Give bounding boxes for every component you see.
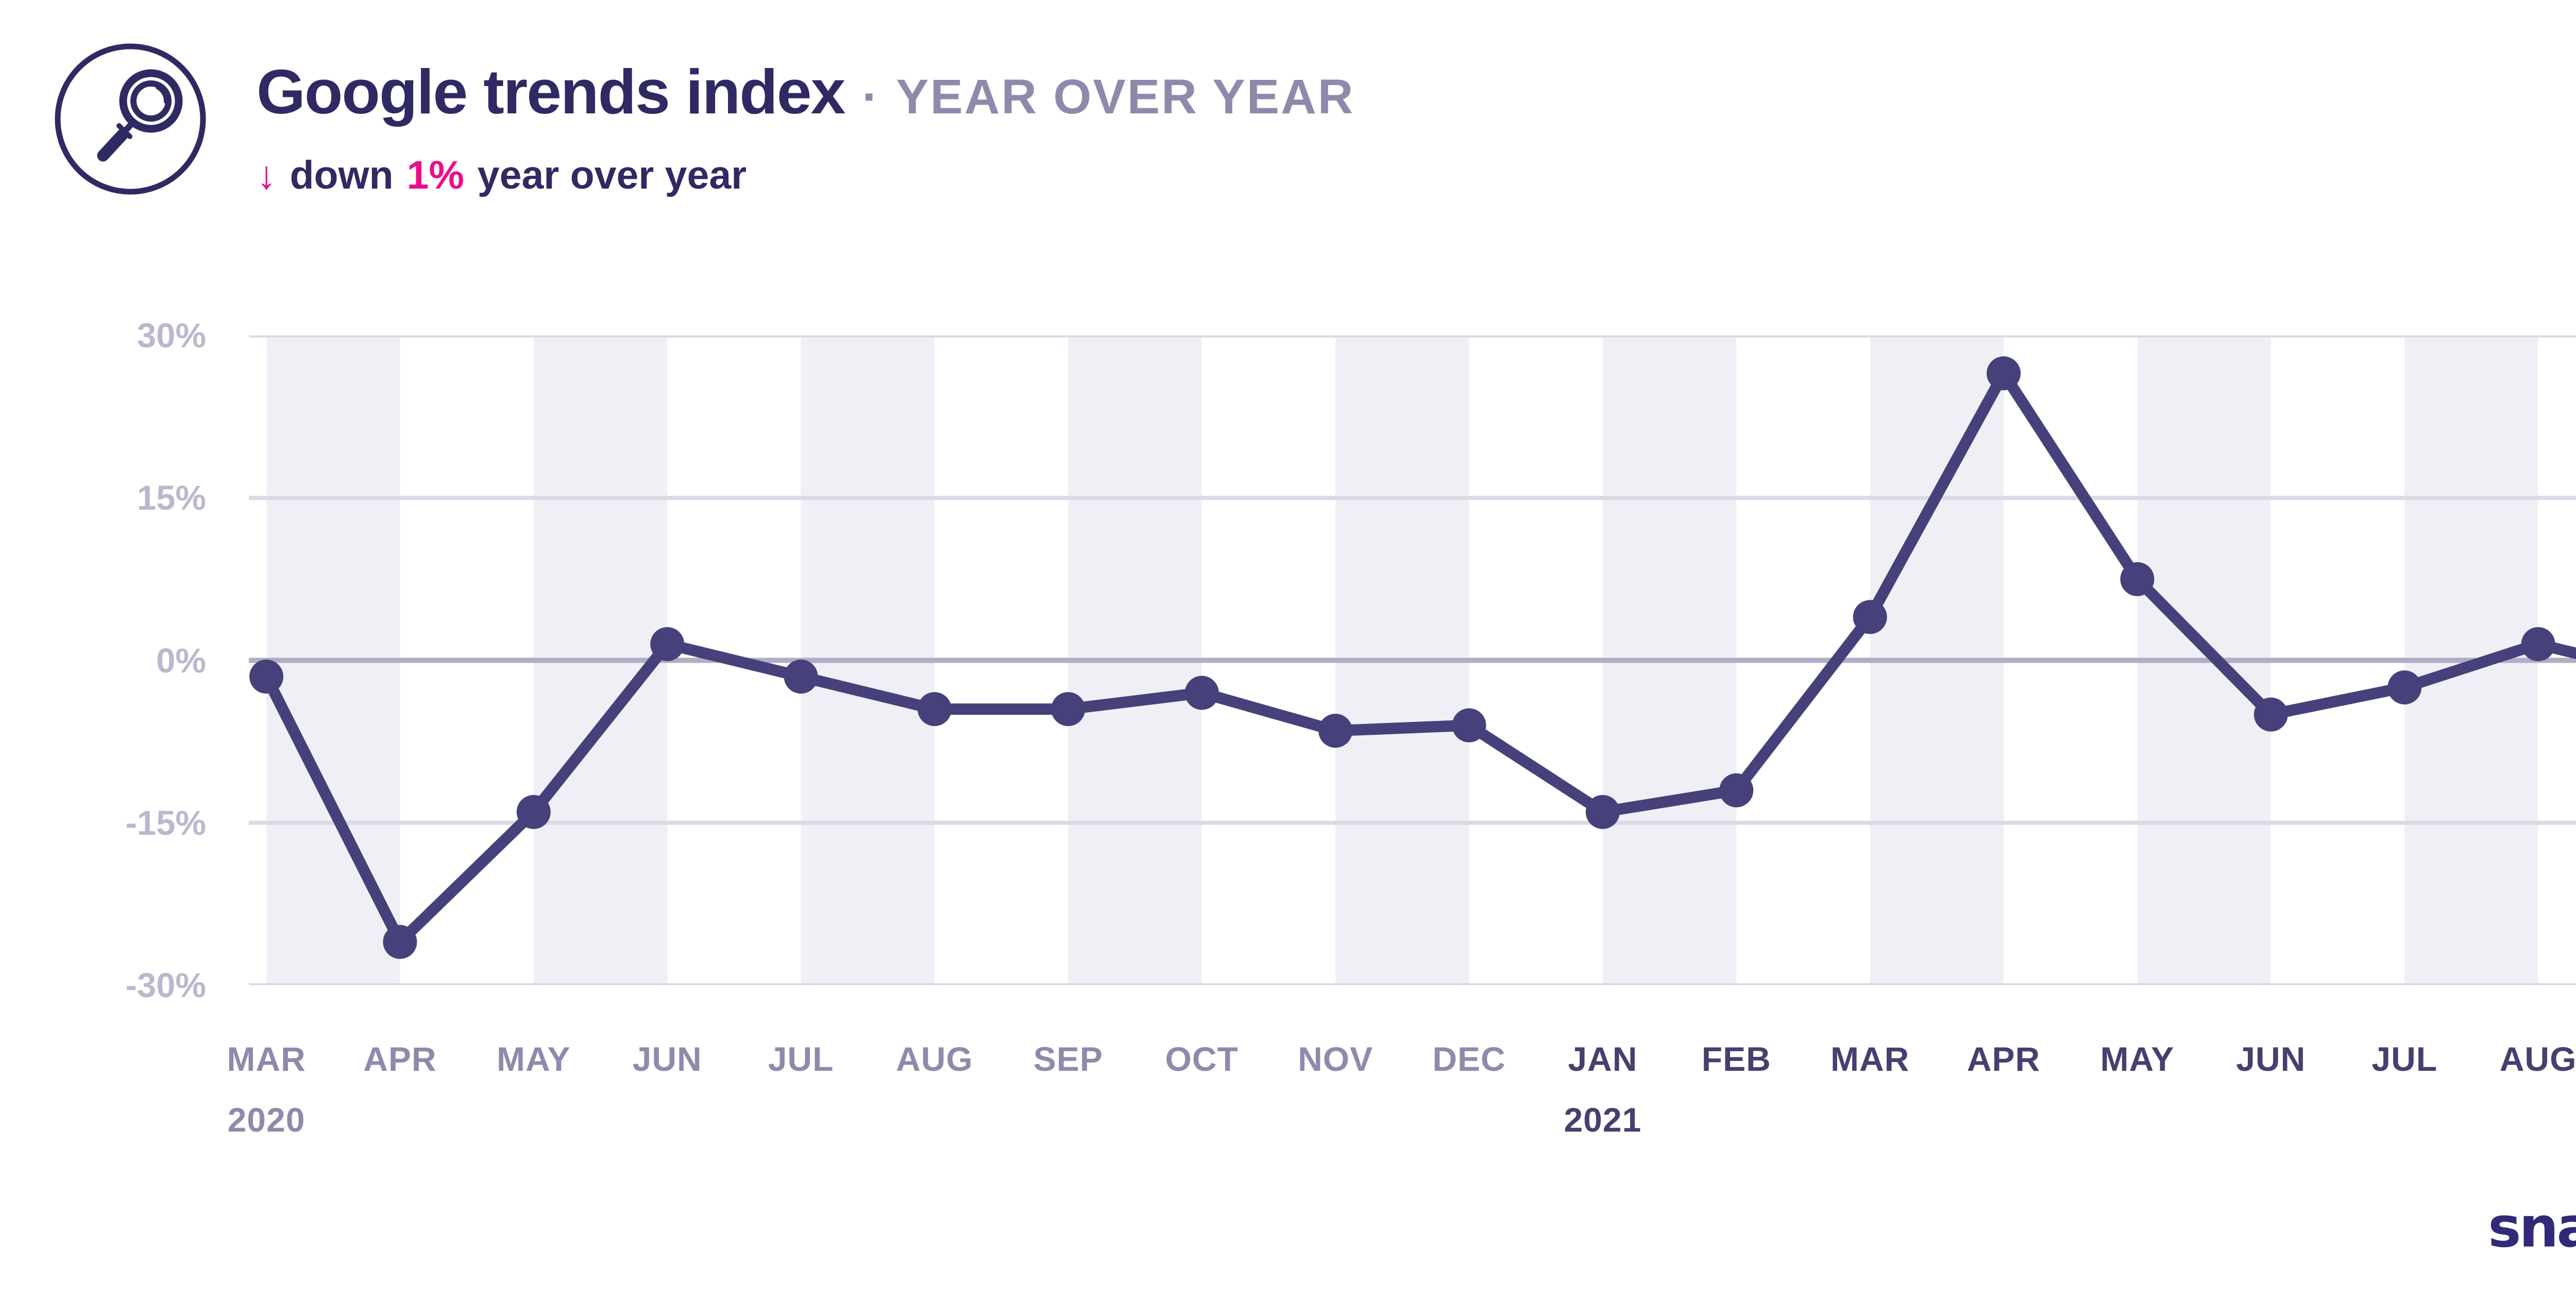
x-tick-label: APR <box>1967 1040 2041 1078</box>
data-point <box>2521 627 2555 661</box>
x-tick-label: JUL <box>768 1040 834 1078</box>
data-point <box>2387 670 2422 705</box>
x-year-label: 2021 <box>1564 1101 1642 1139</box>
x-tick-label: AUG <box>896 1040 973 1078</box>
down-arrow-icon: ↓ <box>257 153 277 197</box>
delta-value: 1% <box>406 153 464 197</box>
x-tick-label: MAR <box>227 1040 306 1078</box>
page-title: Google trends index <box>257 57 845 127</box>
x-tick-label: MAY <box>496 1040 571 1078</box>
x-tick-label: MAY <box>2100 1040 2175 1078</box>
y-tick-label: 15% <box>137 479 206 518</box>
data-point <box>2253 697 2288 732</box>
data-point <box>1184 676 1219 710</box>
x-tick-label: JUN <box>2236 1040 2306 1078</box>
x-tick-label: NOV <box>1298 1040 1374 1078</box>
data-point <box>516 795 551 829</box>
x-tick-label: JUL <box>2371 1040 2438 1078</box>
x-tick-label: MAR <box>1831 1040 1910 1078</box>
logo-text: snagajob <box>2488 1195 2576 1260</box>
x-tick-label: JUN <box>632 1040 702 1078</box>
y-tick-label: 30% <box>137 316 206 355</box>
data-point <box>1452 708 1486 743</box>
x-year-label: 2020 <box>227 1101 306 1139</box>
x-tick-label: FEB <box>1701 1040 1771 1078</box>
data-point <box>1987 356 2021 391</box>
magnifier-icon <box>55 43 206 195</box>
data-point <box>1051 692 1086 727</box>
x-tick-label: APR <box>363 1040 437 1078</box>
data-point <box>650 627 685 661</box>
data-point <box>383 924 417 959</box>
subtitle-label: YEAR OVER YEAR <box>896 70 1355 124</box>
y-tick-label: 0% <box>156 641 206 680</box>
data-point <box>2120 562 2155 596</box>
delta-suffix: year over year <box>477 153 747 197</box>
delta-prefix: down <box>290 153 394 197</box>
x-tick-label: JAN <box>1568 1040 1638 1078</box>
x-tick-label: OCT <box>1165 1040 1239 1078</box>
header: Google trends index · YEAR OVER YEAR <box>257 56 1354 128</box>
x-tick-label: SEP <box>1033 1040 1103 1078</box>
title-separator: · <box>862 70 879 124</box>
y-tick-label: -30% <box>125 966 206 1005</box>
y-axis: 30% 15% 0% -15% -30% <box>0 0 206 1314</box>
x-tick-label: DEC <box>1432 1040 1506 1078</box>
data-point <box>1585 795 1620 829</box>
x-tick-label: AUG <box>2499 1040 2576 1078</box>
data-point <box>249 660 283 694</box>
snagajob-logo: snagajob® <box>2488 1195 2576 1260</box>
data-point <box>917 692 952 727</box>
data-point <box>1719 773 1754 807</box>
data-point <box>784 660 818 694</box>
data-point <box>1853 600 1887 634</box>
delta-summary: ↓ down 1% year over year <box>257 153 747 198</box>
line-chart <box>249 335 2576 985</box>
data-point <box>1318 714 1353 748</box>
chart-canvas <box>249 335 2576 985</box>
y-tick-label: -15% <box>125 803 206 843</box>
